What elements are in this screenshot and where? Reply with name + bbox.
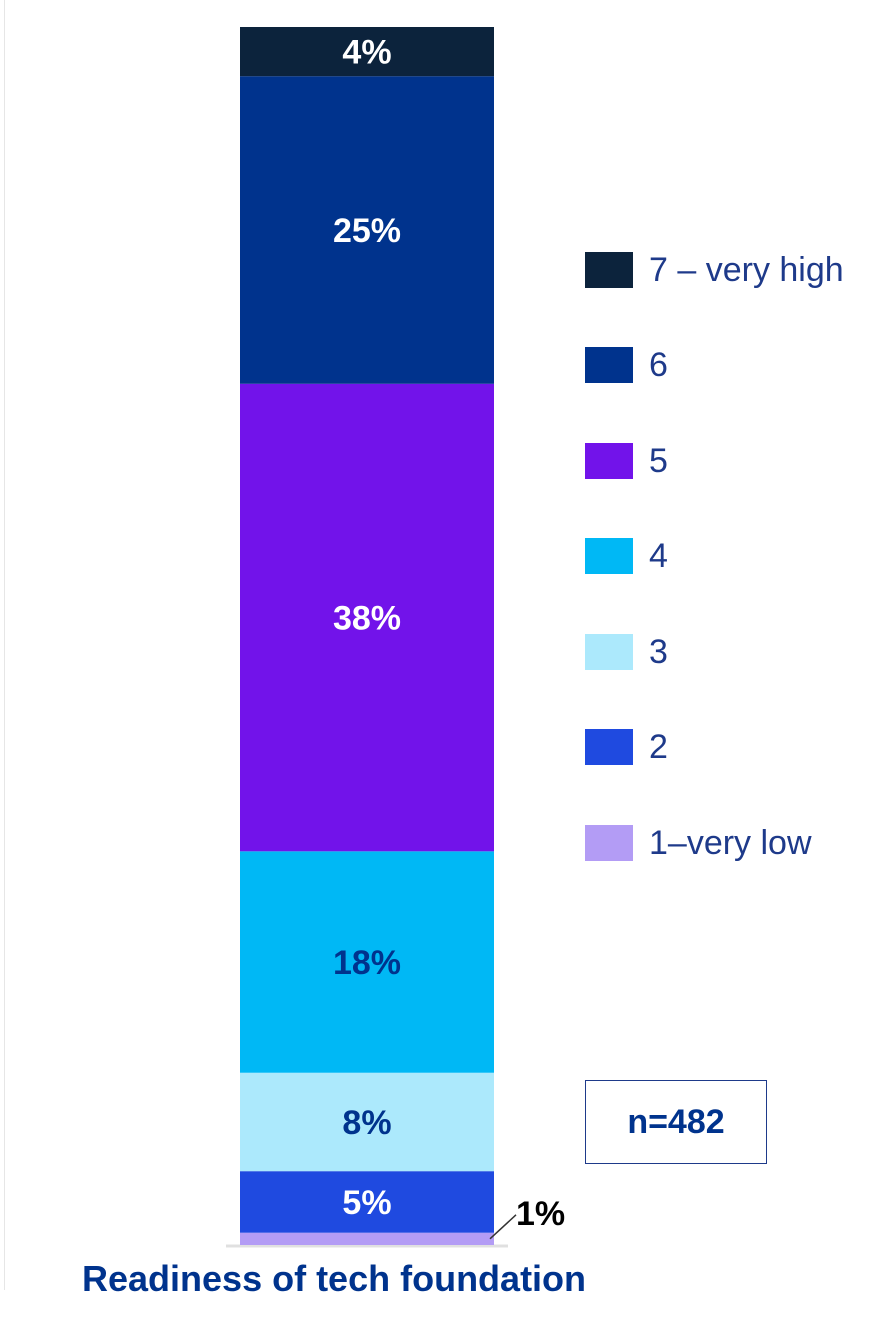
legend-swatch bbox=[585, 825, 633, 861]
legend-item-3: 3 bbox=[585, 632, 668, 672]
bar-segments bbox=[240, 27, 494, 1245]
legend-label: 2 bbox=[649, 727, 668, 766]
legend-item-2: 2 bbox=[585, 727, 668, 767]
legend-swatch bbox=[585, 538, 633, 574]
bar-label-2: 5% bbox=[342, 1184, 391, 1222]
chart-title: Readiness of tech foundation bbox=[82, 1258, 587, 1299]
bar-label-5: 38% bbox=[333, 600, 401, 638]
legend-item-7: 7 – very high bbox=[585, 250, 844, 290]
legend-swatch bbox=[585, 443, 633, 479]
sample-size-box: n=482 bbox=[585, 1080, 767, 1164]
legend-swatch bbox=[585, 729, 633, 765]
legend-item-6: 6 bbox=[585, 345, 668, 385]
bar-labels: 1% 5% 8% 18% 38% 25% 4% bbox=[333, 34, 565, 1240]
legend-label: 1–very low bbox=[649, 823, 812, 862]
legend-label: 6 bbox=[649, 345, 668, 384]
bar-label-leader-line bbox=[489, 1214, 517, 1240]
bar-segment-6 bbox=[240, 76, 494, 384]
legend-label: 5 bbox=[649, 441, 668, 480]
bar-segment-5 bbox=[240, 383, 494, 852]
legend-item-5: 5 bbox=[585, 441, 668, 481]
bar-segment-1 bbox=[240, 1232, 494, 1245]
legend-swatch bbox=[585, 347, 633, 383]
bar-segment-3 bbox=[240, 1072, 494, 1172]
bar-label-3: 8% bbox=[342, 1104, 391, 1142]
legend-swatch bbox=[585, 252, 633, 288]
bar-label-6: 25% bbox=[333, 212, 401, 250]
bar-label-7: 4% bbox=[342, 34, 391, 72]
bar-segment-4 bbox=[240, 851, 494, 1073]
sample-size-text: n=482 bbox=[627, 1102, 725, 1141]
legend-item-4: 4 bbox=[585, 536, 668, 576]
bar-label-4: 18% bbox=[333, 944, 401, 982]
legend-label: 4 bbox=[649, 536, 668, 575]
bar-segment-2 bbox=[240, 1171, 494, 1233]
legend-item-1: 1–very low bbox=[585, 823, 812, 863]
legend-label: 7 – very high bbox=[649, 250, 844, 289]
page-left-rule bbox=[4, 0, 5, 1290]
legend-swatch bbox=[585, 634, 633, 670]
bar-label-1: 1% bbox=[516, 1195, 565, 1233]
legend-label: 3 bbox=[649, 632, 668, 671]
bar-segment-7 bbox=[240, 27, 494, 77]
